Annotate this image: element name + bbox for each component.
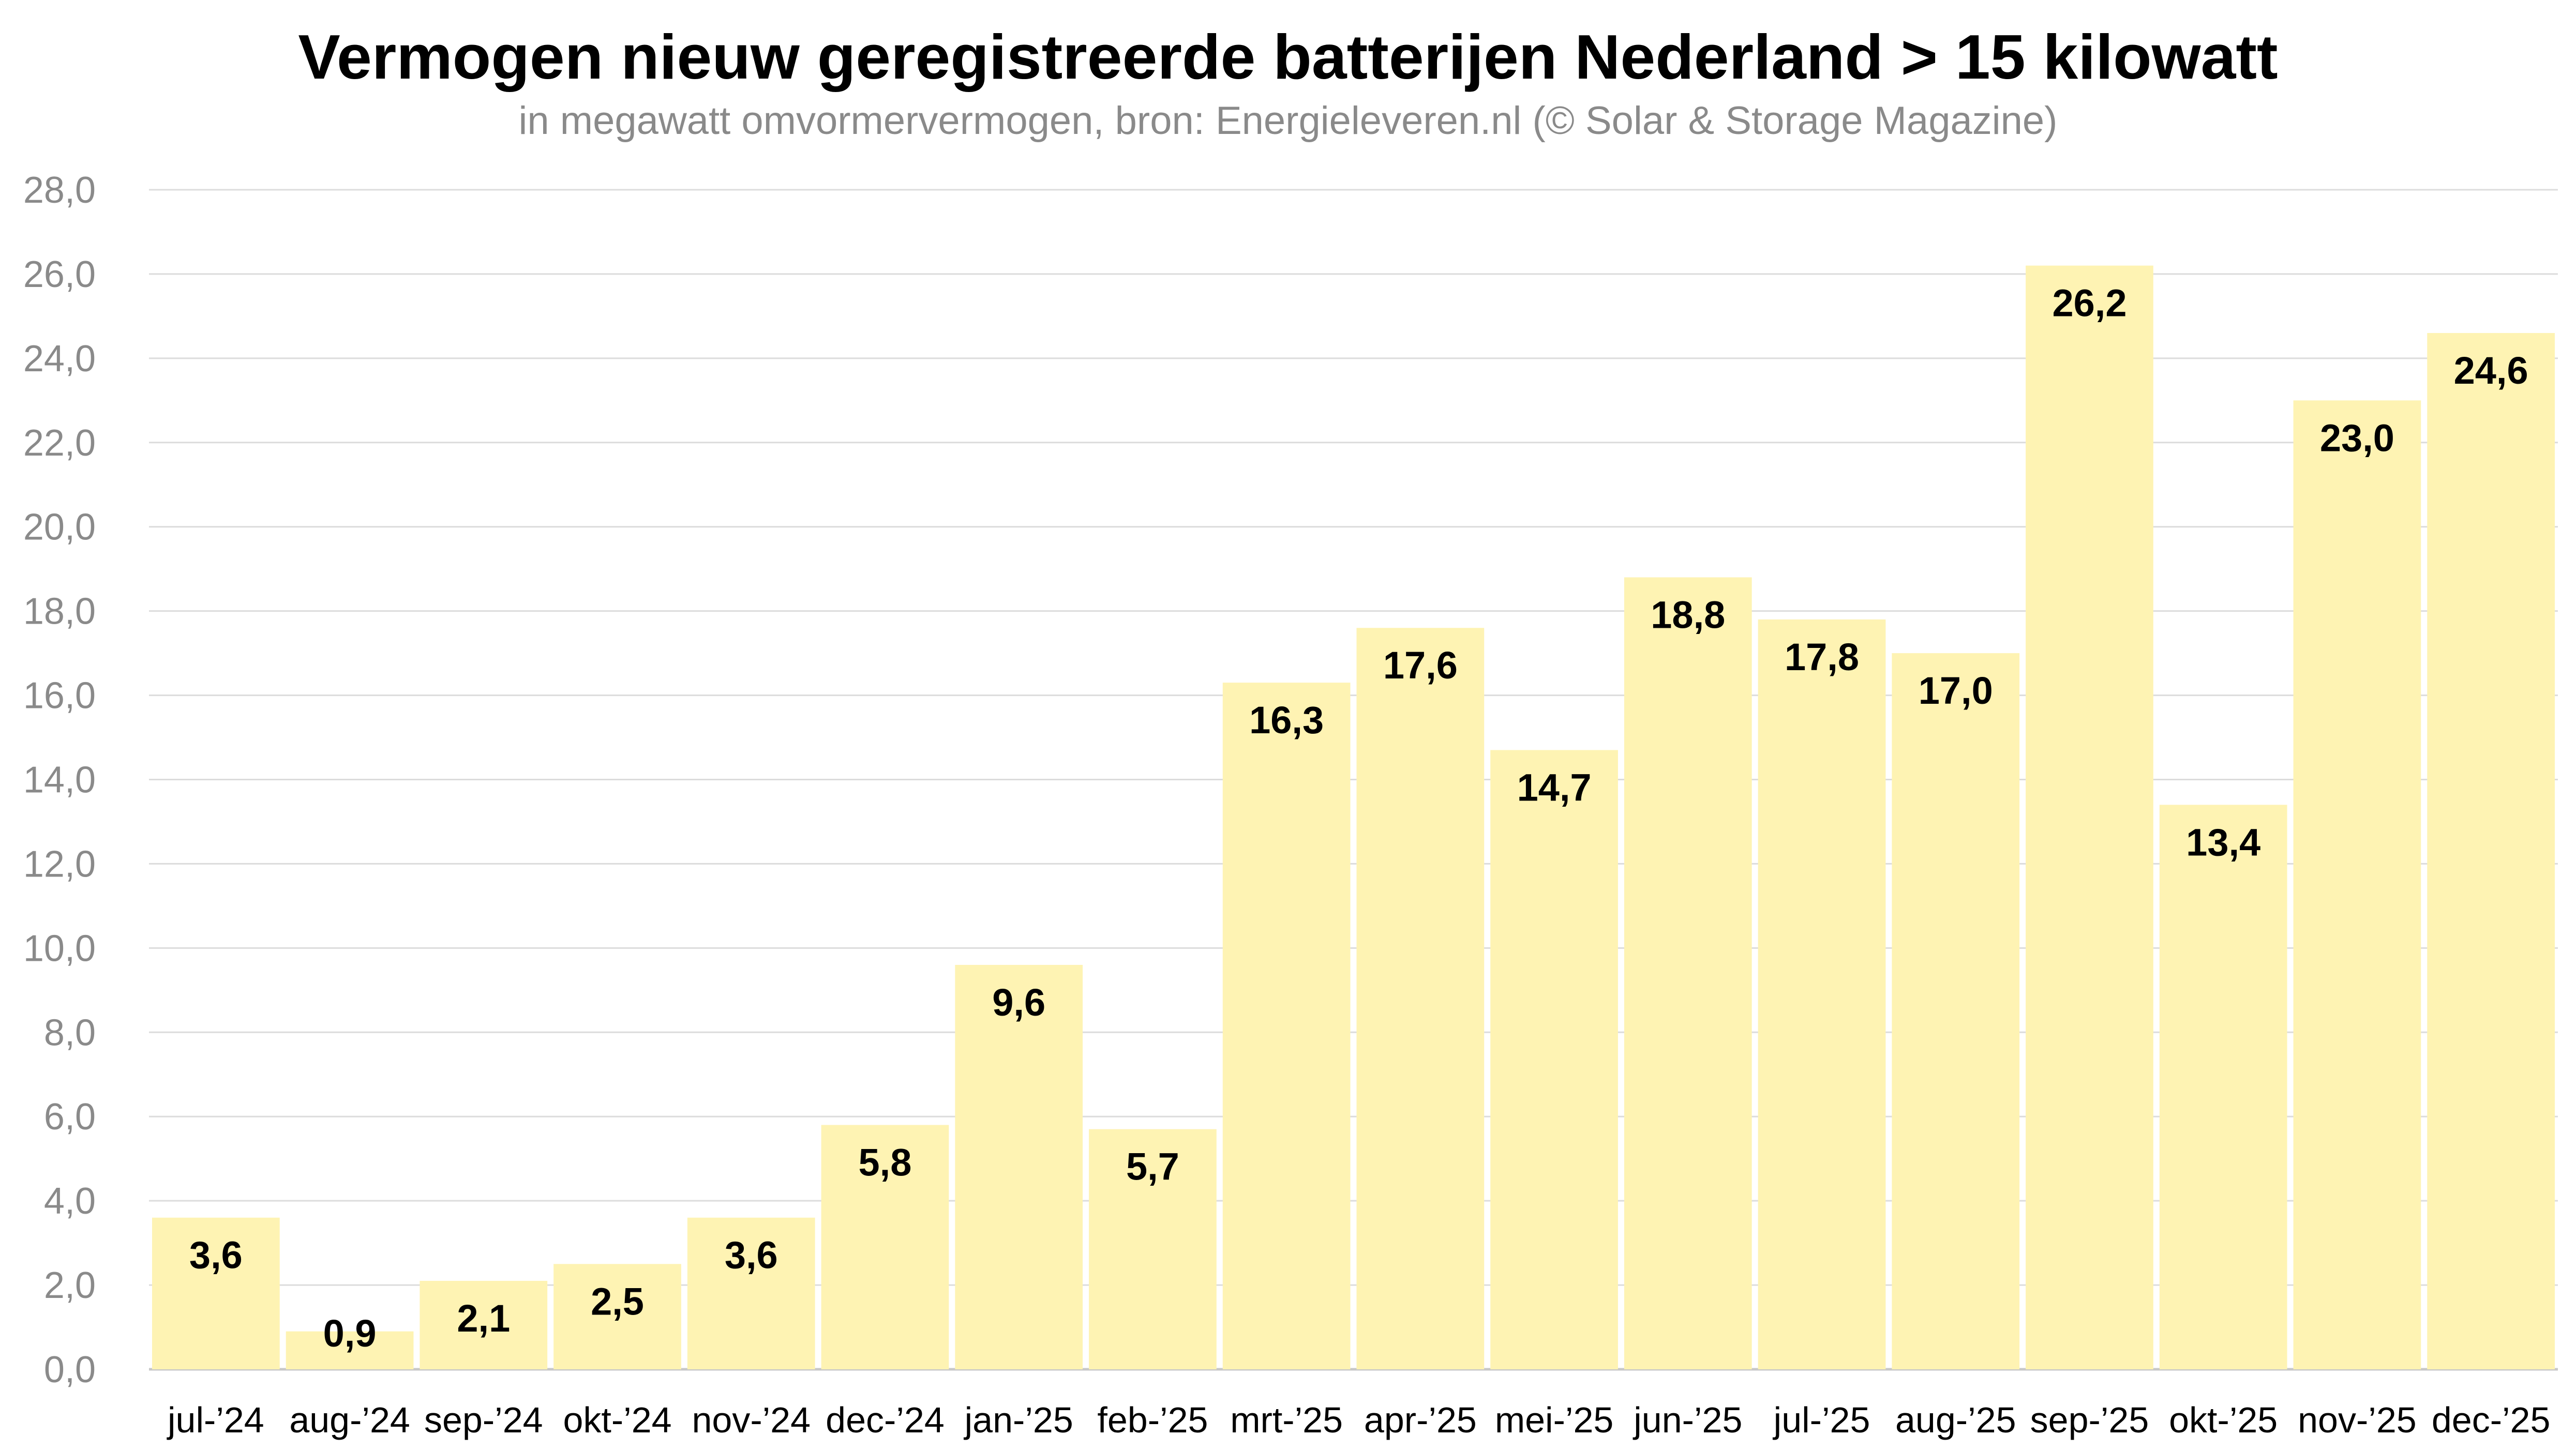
bar — [420, 1280, 548, 1369]
chart-subtitle: in megawatt omvormervermogen, bron: Ener… — [518, 99, 2058, 143]
y-tick-label: 16,0 — [23, 675, 96, 717]
x-tick-label: sep-’25 — [2030, 1400, 2149, 1440]
y-tick-label: 2,0 — [44, 1265, 96, 1306]
x-tick-label: aug-’24 — [289, 1400, 410, 1440]
bar — [955, 964, 1083, 1369]
data-label: 26,2 — [2052, 282, 2126, 325]
x-tick-label: sep-’24 — [424, 1400, 543, 1440]
bar — [1222, 683, 1351, 1369]
data-label: 2,1 — [457, 1297, 510, 1340]
bar — [2026, 265, 2153, 1369]
y-tick-label: 0,0 — [44, 1349, 96, 1390]
x-tick-label: jul-’24 — [167, 1400, 264, 1440]
y-tick-label: 4,0 — [44, 1181, 96, 1222]
data-label: 5,7 — [1126, 1145, 1179, 1188]
x-tick-label: apr-’25 — [1364, 1400, 1477, 1440]
y-tick-label: 18,0 — [23, 591, 96, 632]
x-tick-label: jan-’25 — [964, 1400, 1073, 1440]
bar — [687, 1217, 815, 1369]
data-label: 14,7 — [1517, 766, 1592, 809]
y-tick-label: 20,0 — [23, 507, 96, 548]
data-label: 3,6 — [725, 1234, 778, 1277]
data-label: 13,4 — [2186, 821, 2260, 864]
bar — [2427, 332, 2555, 1370]
y-tick-label: 6,0 — [44, 1096, 96, 1138]
data-label: 0,9 — [323, 1312, 377, 1355]
y-tick-label: 28,0 — [23, 170, 96, 211]
x-tick-label: okt-’24 — [563, 1400, 671, 1440]
data-label: 18,8 — [1651, 593, 1725, 636]
bar — [821, 1125, 949, 1369]
x-tick-label: nov-’25 — [2298, 1400, 2417, 1440]
x-tick-label: mei-’25 — [1495, 1400, 1614, 1440]
bar — [2159, 805, 2287, 1369]
y-tick-label: 10,0 — [23, 928, 96, 969]
bar — [1356, 628, 1485, 1369]
bar — [1892, 653, 2020, 1369]
x-tick-label: nov-’24 — [692, 1400, 811, 1440]
data-label: 17,6 — [1383, 644, 1458, 687]
bar — [1089, 1129, 1217, 1369]
y-tick-label: 14,0 — [23, 760, 96, 801]
data-label: 17,8 — [1785, 636, 1859, 678]
data-label: 24,6 — [2454, 349, 2528, 392]
data-label: 2,5 — [591, 1280, 644, 1323]
y-tick-label: 12,0 — [23, 843, 96, 885]
y-tick-label: 24,0 — [23, 338, 96, 380]
x-tick-label: okt-’25 — [2169, 1400, 2278, 1440]
y-tick-label: 22,0 — [23, 422, 96, 464]
bar — [1624, 577, 1752, 1369]
x-tick-label: mrt-’25 — [1230, 1400, 1343, 1440]
bar — [2293, 400, 2421, 1369]
data-label: 23,0 — [2320, 416, 2394, 459]
x-tick-label: feb-’25 — [1097, 1400, 1208, 1440]
y-tick-label: 8,0 — [44, 1012, 96, 1053]
x-tick-label: dec-’24 — [826, 1400, 945, 1440]
data-label: 5,8 — [859, 1141, 912, 1184]
bar — [1758, 619, 1886, 1369]
bar — [152, 1217, 280, 1369]
bar — [1490, 750, 1618, 1369]
data-label: 16,3 — [1249, 699, 1324, 742]
x-tick-label: jul-’25 — [1773, 1400, 1870, 1440]
bar — [286, 1331, 414, 1369]
chart-title: Vermogen nieuw geregistreerde batterijen… — [298, 22, 2278, 92]
x-tick-label: aug-’25 — [1895, 1400, 2016, 1440]
data-label: 9,6 — [992, 981, 1045, 1024]
x-tick-label: dec-’25 — [2432, 1400, 2551, 1440]
data-label: 3,6 — [189, 1234, 243, 1277]
data-label: 17,0 — [1919, 669, 1993, 712]
y-tick-label: 26,0 — [23, 254, 96, 295]
bar — [553, 1264, 681, 1369]
x-tick-label: jun-’25 — [1633, 1400, 1742, 1440]
